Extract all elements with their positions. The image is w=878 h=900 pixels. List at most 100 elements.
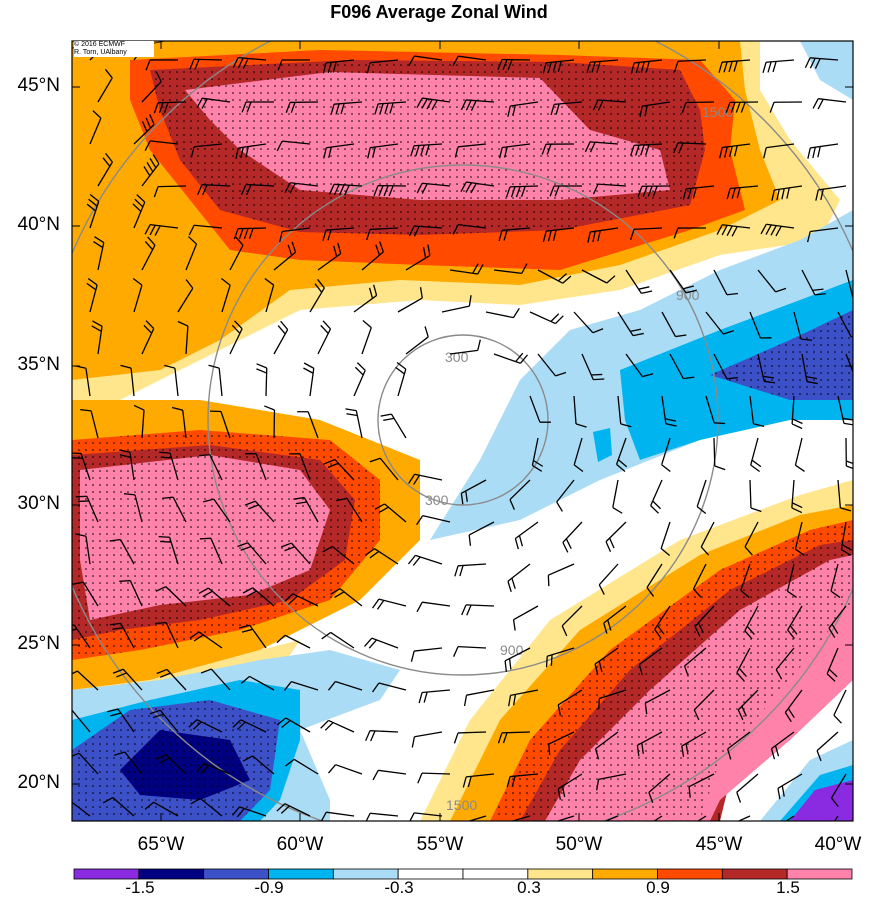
wind-barb-feather [592, 99, 599, 111]
wind-barb-feather [507, 59, 513, 71]
wind-barb-feather [109, 538, 121, 542]
wind-barb-feather [162, 496, 174, 500]
wind-barb-feather [638, 664, 643, 676]
wind-barb-feather [92, 320, 103, 327]
wind-barb-feather [346, 413, 358, 417]
wind-barb-shaft [766, 143, 795, 149]
wind-barb-feather [155, 71, 162, 82]
wind-barb-feather [557, 704, 561, 716]
lat-label-40: 40°N [17, 214, 60, 235]
wind-barb-feather [324, 458, 336, 465]
wind-barb-feather [592, 231, 596, 243]
wind-barb-shaft [85, 368, 91, 397]
wind-barb-feather [104, 68, 113, 79]
wind-barb-feather [545, 656, 548, 668]
wind-barb-feather [650, 505, 659, 514]
wind-barb-feather [193, 634, 204, 642]
wind-barb-shaft [220, 411, 231, 439]
wind-barb-feather [673, 142, 679, 154]
wind-barb-feather [646, 587, 655, 597]
wind-barb-feather [422, 247, 427, 259]
lon-label-55: 55°W [416, 834, 464, 855]
wind-barb-feather [777, 788, 781, 800]
wind-barb-feather [547, 575, 550, 587]
wind-barb-feather [767, 61, 772, 73]
wind-barb-shaft [775, 647, 795, 671]
wind-barb-feather [776, 189, 780, 201]
wind-barb-feather [812, 98, 819, 109]
wind-barb-feather [190, 146, 195, 158]
wind-barb-shaft [466, 689, 495, 696]
wind-barb-shaft [72, 710, 91, 733]
wind-barb-feather [431, 99, 438, 111]
range-ring-900 [207, 164, 719, 676]
wind-barb-feather [132, 277, 143, 286]
lat-label-30: 30°N [17, 493, 60, 514]
wind-barb-feather [460, 493, 464, 505]
wind-barb-feather [243, 228, 249, 240]
wind-barb-feather [421, 98, 428, 109]
wind-barb-feather [248, 504, 259, 510]
wind-barb-feather [235, 236, 244, 246]
lat-label-45: 45°N [17, 75, 60, 96]
wind-barb-feather [546, 143, 552, 155]
ring-label-900: 900 [500, 642, 524, 658]
wind-barb-shaft [696, 815, 707, 821]
wind-barb-feather [507, 105, 511, 117]
wind-barb-feather [820, 189, 824, 201]
wind-barb-shaft [845, 353, 853, 374]
wind-barb-feather [354, 366, 364, 376]
wind-barb-feather [287, 244, 293, 256]
wind-barb-feather [356, 362, 366, 371]
lon-label-50: 50°W [555, 834, 603, 855]
wind-barb-shaft [737, 815, 751, 821]
wind-barb-feather [718, 62, 723, 73]
wind-barb-feather [716, 224, 723, 235]
wind-barb-feather [320, 324, 329, 334]
wind-barb-feather [573, 464, 584, 473]
wind-barb-feather [320, 720, 329, 729]
wind-barb-shaft [218, 368, 223, 397]
wind-barb-feather [723, 61, 728, 73]
wind-barb-feather [502, 824, 503, 835]
wind-barb-feather [744, 630, 753, 640]
wind-barb-feather [276, 140, 283, 152]
wind-barb-shaft [793, 311, 802, 340]
wind-barb-shaft [134, 494, 143, 523]
wind-barb-feather [373, 284, 378, 296]
wind-barb-feather [280, 320, 289, 330]
wind-barb-shaft [785, 815, 795, 821]
east-lightblue-spot [593, 428, 612, 462]
wind-barb-feather [550, 654, 553, 666]
wind-barb-feather [280, 805, 290, 814]
wind-barb-feather [337, 242, 342, 254]
wind-barb-feather [763, 147, 767, 159]
wind-barb-feather [413, 226, 420, 237]
wind-barb-feather [189, 59, 195, 70]
wind-barb-feather [740, 101, 746, 113]
wind-barb-feather [503, 229, 508, 241]
wind-barb-feather [327, 229, 332, 241]
wind-barb-feather [452, 55, 459, 67]
wind-barb-feather [72, 802, 73, 803]
wind-barb-feather [616, 463, 626, 472]
wind-barb-feather [410, 650, 415, 662]
wind-barb-shaft [237, 227, 267, 230]
wind-barb-shaft [598, 183, 627, 187]
wind-barb-feather [454, 146, 459, 158]
wind-barb-feather [648, 792, 654, 803]
wind-barb-feather [814, 58, 821, 69]
wind-barb-feather [795, 464, 805, 472]
wind-barb-feather [645, 61, 650, 73]
wind-barb-shaft [548, 731, 575, 745]
wind-barb-feather [423, 691, 428, 703]
wind-barb-feather [750, 464, 760, 473]
wind-barb-feather [155, 621, 167, 625]
wind-barb-feather [124, 493, 136, 496]
lat-label-25: 25°N [17, 633, 60, 654]
wind-barb-feather [246, 184, 252, 196]
wind-barb-feather [741, 706, 747, 717]
wind-barb-feather [688, 786, 691, 798]
colorbar-label-1-5: 1.5 [776, 878, 800, 897]
wind-barb-feather [238, 228, 244, 240]
